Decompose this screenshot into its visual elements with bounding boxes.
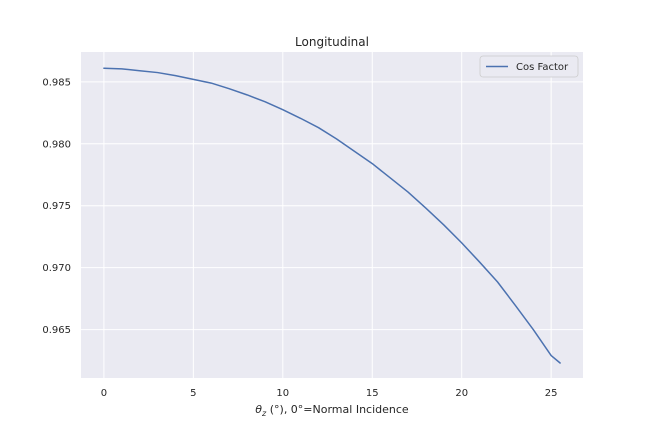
- y-axis-ticks: 0.965 0.970 0.975 0.980 0.985: [42, 77, 71, 336]
- y-tick-label: 0.975: [42, 201, 71, 212]
- y-tick-label: 0.985: [42, 77, 71, 88]
- x-axis-label-symbol: θ: [255, 403, 262, 416]
- x-tick-label: 10: [276, 388, 289, 399]
- x-axis-label-text: (°), 0°=Normal Incidence: [266, 403, 409, 416]
- legend-box: [479, 55, 579, 78]
- y-tick-label: 0.980: [42, 139, 71, 150]
- legend: Cos Factor: [479, 55, 579, 78]
- x-tick-label: 20: [455, 388, 468, 399]
- x-tick-label: 15: [366, 388, 379, 399]
- chart-title: Longitudinal: [295, 35, 369, 49]
- legend-label-cos-factor: Cos Factor: [516, 62, 569, 73]
- x-axis-ticks: 0 5 10 15 20 25: [101, 388, 558, 399]
- x-tick-label: 5: [190, 388, 196, 399]
- x-axis-label: θz (°), 0°=Normal Incidence: [255, 403, 409, 418]
- grid-lines: [81, 52, 583, 378]
- plot-area-background: [81, 52, 583, 378]
- x-tick-label: 25: [545, 388, 558, 399]
- series-line-cos-factor: [103, 67, 561, 364]
- x-axis-label-subscript: z: [261, 409, 267, 418]
- x-tick-label: 0: [101, 388, 107, 399]
- series-layer: [103, 67, 561, 364]
- y-tick-label: 0.970: [42, 263, 71, 274]
- y-tick-label: 0.965: [42, 325, 71, 336]
